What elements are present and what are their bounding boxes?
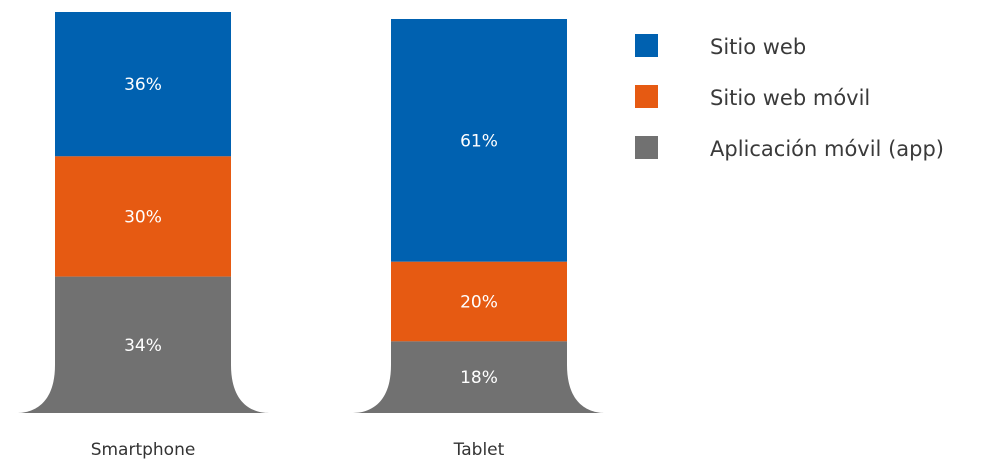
segment-smartphone-sitio-web (55, 12, 231, 157)
data-label-tablet-sitio-web: 61% (460, 131, 498, 151)
data-label-tablet-sitio-web-movil: 20% (460, 293, 498, 313)
legend-label-sitio-web-movil: Sitio web móvil (710, 86, 870, 110)
category-label-tablet: Tablet (453, 440, 505, 460)
category-label-smartphone: Smartphone (91, 440, 196, 460)
segment-smartphone-aplicacion-movil-app (17, 276, 269, 413)
legend-swatch-sitio-web (635, 34, 658, 57)
legend-swatch-aplicacion-movil-app (635, 136, 658, 159)
legend-label-aplicacion-movil-app: Aplicación móvil (app) (710, 137, 944, 161)
bar-smartphone: 36% 30% 34% Smartphone (17, 12, 269, 460)
legend-item-aplicacion-movil-app: Aplicación móvil (app) (635, 136, 944, 161)
data-label-tablet-aplicacion-movil-app: 18% (460, 368, 498, 388)
segment-tablet-sitio-web (391, 19, 567, 262)
bar-tablet: 61% 20% 18% Tablet (353, 19, 605, 460)
legend: Sitio web Sitio web móvil Aplicación móvil… (635, 34, 944, 161)
legend-item-sitio-web: Sitio web (635, 34, 806, 59)
legend-label-sitio-web: Sitio web (710, 35, 806, 59)
data-label-smartphone-sitio-web-movil: 30% (124, 208, 162, 228)
data-label-smartphone-sitio-web: 36% (124, 75, 162, 95)
segment-smartphone-sitio-web-movil (55, 156, 231, 277)
legend-swatch-sitio-web-movil (635, 85, 658, 108)
segment-tablet-aplicacion-movil-app (353, 341, 605, 413)
bars-layer: 36% 30% 34% Smartphone 61% 20% 18% Tablet (17, 12, 605, 460)
legend-item-sitio-web-movil: Sitio web móvil (635, 85, 870, 110)
segment-tablet-sitio-web-movil (391, 261, 567, 342)
data-label-smartphone-aplicacion-movil-app: 34% (124, 336, 162, 356)
